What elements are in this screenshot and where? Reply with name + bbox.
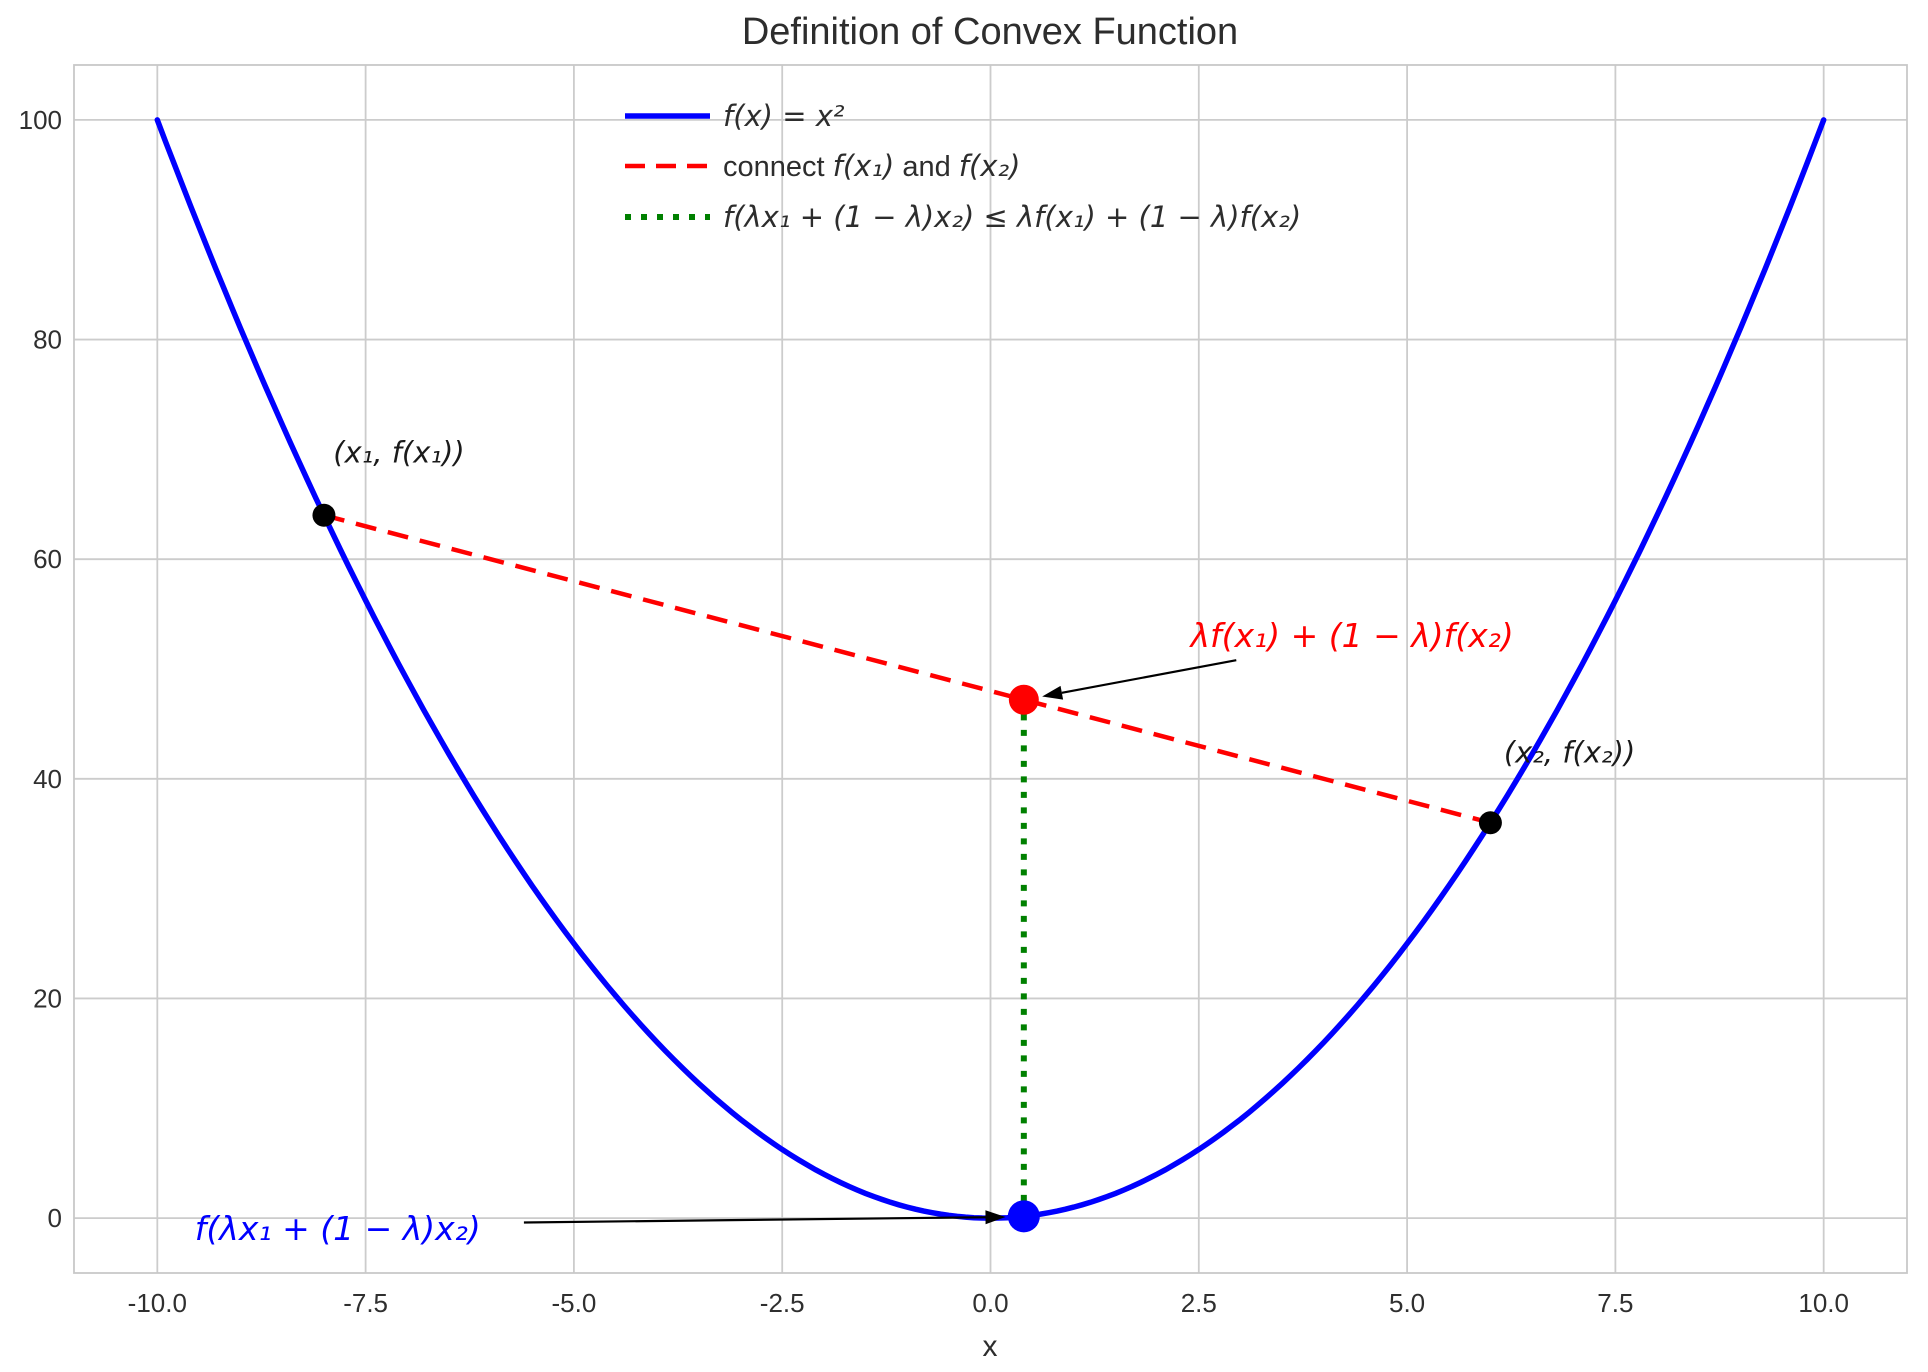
x-tick-label: 7.5 xyxy=(1597,1288,1633,1318)
y-tick-label: 80 xyxy=(33,325,62,355)
annotations-layer: λf(x₁) + (1 − λ)f(x₂) f(λx₁ + (1 − λ)x₂) xyxy=(195,616,1514,1248)
point-chord-value xyxy=(1008,684,1039,715)
chord-line xyxy=(323,513,1491,825)
annotation-chord-value-arrow-line xyxy=(1061,659,1237,694)
annotation-curve-value-arrow-head xyxy=(985,1210,1006,1225)
point-curve-value xyxy=(1007,1200,1040,1233)
legend-label: connect f(x₁) and f(x₂) xyxy=(723,149,1020,183)
x-tick-label: 5.0 xyxy=(1389,1288,1425,1318)
point-x2 xyxy=(1478,811,1502,835)
annotation-curve-value-arrow-line xyxy=(523,1216,986,1224)
y-tick-label: 20 xyxy=(33,983,62,1013)
x-tick-label: 2.5 xyxy=(1181,1288,1217,1318)
y-tick-label: 100 xyxy=(19,105,62,135)
y-tick-label: 40 xyxy=(33,764,62,794)
x-tick-label: 10.0 xyxy=(1798,1288,1849,1318)
point-x1 xyxy=(312,503,336,527)
x-tick-label: -5.0 xyxy=(552,1288,597,1318)
x-tick-label: 0.0 xyxy=(972,1288,1008,1318)
legend: f(x) = x² connect f(x₁) and f(x₂) f(λx₁ + … xyxy=(625,99,1301,234)
point-x1-label: (x₁, f(x₁)) xyxy=(333,436,464,470)
x-tick-label: -10.0 xyxy=(128,1288,187,1318)
annotation-chord-value-arrow-head xyxy=(1042,685,1064,700)
x-tick-label: -7.5 xyxy=(343,1288,388,1318)
grid-layer xyxy=(73,64,1908,1274)
annotation-curve-value-text: f(λx₁ + (1 − λ)x₂) xyxy=(195,1209,481,1248)
x-axis-label: x xyxy=(983,1330,998,1363)
y-tick-label: 60 xyxy=(33,544,62,574)
legend-label: f(λx₁ + (1 − λ)x₂) ≤ λf(x₁) + (1 − λ)f(x… xyxy=(723,200,1301,234)
annotation-chord-value-text: λf(x₁) + (1 − λ)f(x₂) xyxy=(1188,616,1513,655)
point-x2-label: (x₂, f(x₂)) xyxy=(1504,735,1635,769)
labels-layer: (x₁, f(x₁)) (x₂, f(x₂)) xyxy=(333,436,1635,770)
tick-labels-layer: -10.0 -7.5 -5.0 -2.5 0.0 2.5 5.0 7.5 10.0 0 20 40 60… xyxy=(19,105,1849,1318)
points-layer xyxy=(312,503,1502,1233)
x-tick-label: -2.5 xyxy=(760,1288,805,1318)
y-tick-label: 0 xyxy=(48,1203,62,1233)
chart-title: Definition of Convex Function xyxy=(742,11,1238,53)
plot-border xyxy=(73,64,1908,1274)
legend-label: f(x) = x² xyxy=(723,99,845,133)
